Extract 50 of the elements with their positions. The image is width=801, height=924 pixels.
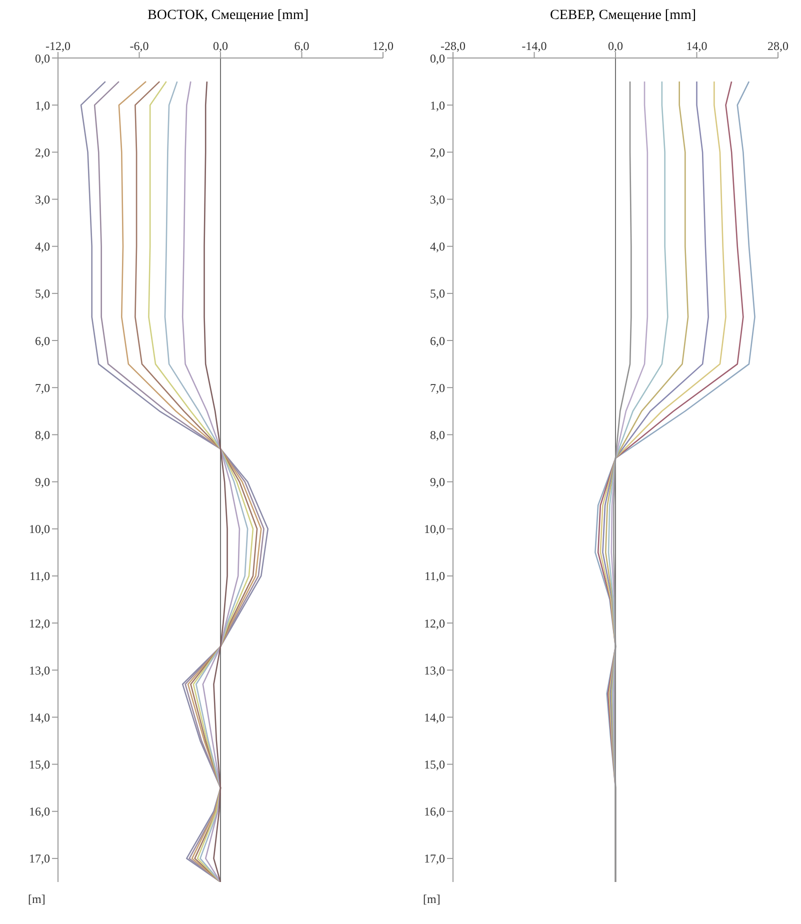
y-tick-label: 15,0 xyxy=(29,758,50,772)
y-tick-label: 10,0 xyxy=(29,522,50,536)
x-tick-label: 0,0 xyxy=(608,39,623,53)
y-tick-label: 9,0 xyxy=(35,475,50,490)
y-tick-label: 11,0 xyxy=(424,569,445,584)
x-tick-label: -28,0 xyxy=(440,39,466,53)
y-tick-label: 6,0 xyxy=(430,334,445,348)
y-tick-label: 17,0 xyxy=(29,852,50,866)
y-tick-label: 0,0 xyxy=(430,51,445,66)
y-tick-label: 1,0 xyxy=(430,98,445,112)
x-tick-label: 14,0 xyxy=(686,39,708,53)
y-tick-label: 16,0 xyxy=(29,804,50,819)
y-tick-label: 7,0 xyxy=(35,380,50,395)
y-tick-label: 11,0 xyxy=(29,569,50,584)
y-tick-label: 8,0 xyxy=(35,428,50,442)
y-tick-label: 7,0 xyxy=(430,380,445,395)
x-tick-label: 6,0 xyxy=(294,39,310,53)
y-tick-label: 16,0 xyxy=(424,804,445,819)
y-tick-label: 3,0 xyxy=(430,192,445,207)
x-tick-label: 12,0 xyxy=(372,39,394,53)
y-tick-label: 12,0 xyxy=(29,616,50,630)
y-tick-label: 0,0 xyxy=(35,51,50,66)
x-tick-label: 28,0 xyxy=(768,39,788,53)
x-tick-label: -12,0 xyxy=(46,39,70,53)
chart-title: ВОСТОК, Смещение [mm] xyxy=(146,8,310,25)
y-tick-label: 4,0 xyxy=(35,240,50,254)
y-axis-title: [m] xyxy=(27,892,46,907)
y-tick-label: 13,0 xyxy=(29,663,50,678)
y-tick-label: 5,0 xyxy=(430,286,445,301)
x-tick-label: -6,0 xyxy=(130,39,149,53)
y-tick-label: 8,0 xyxy=(430,428,445,442)
y-tick-label: 9,0 xyxy=(430,475,445,490)
y-tick-label: 2,0 xyxy=(35,145,50,160)
y-tick-label: 4,0 xyxy=(430,240,445,254)
y-axis-title: [m] xyxy=(422,892,442,907)
y-tick-label: 3,0 xyxy=(35,192,50,207)
y-tick-label: 6,0 xyxy=(35,334,50,348)
y-tick-label: 12,0 xyxy=(424,616,445,630)
x-tick-label: -14,0 xyxy=(522,39,547,53)
y-tick-label: 14,0 xyxy=(29,710,50,724)
y-tick-label: 2,0 xyxy=(430,145,445,160)
y-tick-label: 10,0 xyxy=(424,522,445,536)
y-tick-label: 17,0 xyxy=(424,852,445,866)
y-tick-label: 14,0 xyxy=(424,710,445,724)
chart-title: СЕВЕР, Смещение [mm] xyxy=(548,8,698,25)
y-tick-label: 1,0 xyxy=(35,98,50,112)
y-tick-label: 13,0 xyxy=(424,663,445,678)
y-tick-label: 5,0 xyxy=(35,286,50,301)
y-tick-label: 15,0 xyxy=(424,758,445,772)
x-tick-label: 0,0 xyxy=(213,39,228,53)
